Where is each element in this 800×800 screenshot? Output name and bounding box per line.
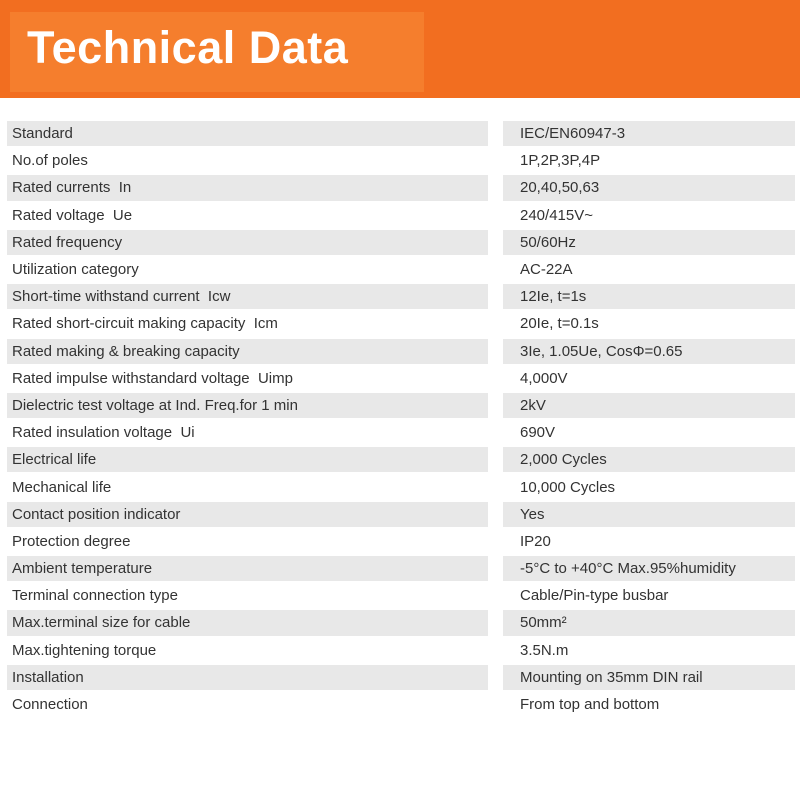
spec-label: Terminal connection type (12, 587, 178, 605)
table-row: Ambient temperature -5°C to +40°C Max.95… (7, 555, 795, 583)
spec-value: IP20 (520, 532, 551, 550)
column-divider (488, 255, 503, 284)
spec-label: Dielectric test voltage at Ind. Freq.for… (7, 391, 488, 420)
spec-label: Rated voltage Ue (12, 206, 133, 224)
table-row: Installation Mounting on 35mm DIN rail (7, 663, 795, 691)
spec-table: Standard IEC/EN60947-3 No.of poles 1P,2P… (7, 120, 795, 719)
spec-value: 12Ie, t=1s (503, 283, 795, 311)
spec-label: Connection (12, 696, 88, 714)
spec-label: Rated frequency (7, 228, 488, 256)
column-divider (488, 555, 503, 583)
spec-label: Ambient temperature (7, 555, 488, 583)
spec-value: 3.5N.m (520, 641, 569, 659)
table-row: Protection degree IP20 (7, 527, 795, 555)
column-divider (488, 663, 503, 691)
table-row: No.of poles 1P,2P,3P,4P (7, 147, 795, 175)
column-divider (488, 690, 503, 719)
spec-value: 20Ie, t=0.1s (520, 315, 599, 333)
column-divider (488, 147, 503, 175)
spec-value: 1P,2P,3P,4P (520, 152, 601, 170)
table-row: Mechanical life 10,000 Cycles (7, 473, 795, 501)
table-row: Rated insulation voltage Ui 690V (7, 419, 795, 447)
spec-value: Yes (503, 500, 795, 528)
column-divider (488, 337, 503, 365)
spec-label: Utilization category (12, 261, 139, 279)
table-row: Connection From top and bottom (7, 690, 795, 719)
spec-label: Rated insulation voltage Ui (12, 424, 195, 442)
spec-label: Contact position indicator (7, 500, 488, 528)
column-divider (488, 527, 503, 555)
header-accent-panel (10, 12, 424, 92)
spec-value: -5°C to +40°C Max.95%humidity (503, 555, 795, 583)
column-divider (488, 364, 503, 392)
spec-value: 4,000V (520, 369, 568, 387)
spec-value: IEC/EN60947-3 (503, 120, 795, 148)
spec-value: 50mm² (503, 609, 795, 637)
spec-value: Cable/Pin-type busbar (520, 587, 669, 605)
spec-value: 20,40,50,63 (503, 174, 795, 202)
table-row: Electrical life 2,000 Cycles (7, 446, 795, 474)
column-divider (488, 283, 503, 311)
spec-label: Rated short-circuit making capacity Icm (12, 315, 278, 333)
page-title: Technical Data (27, 21, 349, 73)
table-row: Terminal connection type Cable/Pin-type … (7, 582, 795, 610)
table-row: Rated currents In 20,40,50,63 (7, 174, 795, 202)
column-divider (488, 174, 503, 202)
table-row: Max.tightening torque 3.5N.m (7, 636, 795, 664)
spec-label: Installation (7, 663, 488, 691)
table-row: Rated frequency 50/60Hz (7, 228, 795, 256)
table-row: Utilization category AC-22A (7, 255, 795, 284)
spec-label: Rated making & breaking capacity (7, 337, 488, 365)
column-divider (488, 391, 503, 420)
spec-value: 50/60Hz (503, 228, 795, 256)
spec-value: AC-22A (520, 261, 573, 279)
table-row: Rated short-circuit making capacity Icm … (7, 310, 795, 338)
column-divider (488, 473, 503, 501)
table-row: Rated making & breaking capacity 3Ie, 1.… (7, 337, 795, 365)
spec-value: From top and bottom (520, 696, 660, 714)
spec-label: Rated impulse withstandard voltage Uimp (12, 369, 293, 387)
spec-label: No.of poles (12, 152, 88, 170)
column-divider (488, 201, 503, 229)
column-divider (488, 120, 503, 148)
spec-label: Rated currents In (7, 174, 488, 202)
column-divider (488, 310, 503, 338)
spec-label: Mechanical life (12, 478, 112, 496)
spec-label: Max.terminal size for cable (7, 609, 488, 637)
column-divider (488, 228, 503, 256)
column-divider (488, 609, 503, 637)
column-divider (488, 446, 503, 474)
table-row: Standard IEC/EN60947-3 (7, 120, 795, 148)
table-row: Max.terminal size for cable 50mm² (7, 609, 795, 637)
spec-label: Protection degree (12, 532, 131, 550)
spec-label: Max.tightening torque (12, 641, 157, 659)
spec-value: 2,000 Cycles (503, 446, 795, 474)
column-divider (488, 500, 503, 528)
spec-label: Short-time withstand current Icw (7, 283, 488, 311)
column-divider (488, 636, 503, 664)
header-banner: Technical Data (0, 0, 800, 98)
spec-label: Electrical life (7, 446, 488, 474)
table-row: Contact position indicator Yes (7, 500, 795, 528)
table-row: Dielectric test voltage at Ind. Freq.for… (7, 391, 795, 420)
spec-value: 2kV (503, 391, 795, 420)
spec-value: Mounting on 35mm DIN rail (503, 663, 795, 691)
table-row: Rated impulse withstandard voltage Uimp … (7, 364, 795, 392)
column-divider (488, 419, 503, 447)
spec-value: 240/415V~ (520, 206, 593, 224)
spec-value: 10,000 Cycles (520, 478, 616, 496)
table-row: Short-time withstand current Icw 12Ie, t… (7, 283, 795, 311)
spec-value: 3Ie, 1.05Ue, CosΦ=0.65 (503, 337, 795, 365)
spec-value: 690V (520, 424, 556, 442)
table-row: Rated voltage Ue 240/415V~ (7, 201, 795, 229)
spec-label: Standard (7, 120, 488, 148)
column-divider (488, 582, 503, 610)
